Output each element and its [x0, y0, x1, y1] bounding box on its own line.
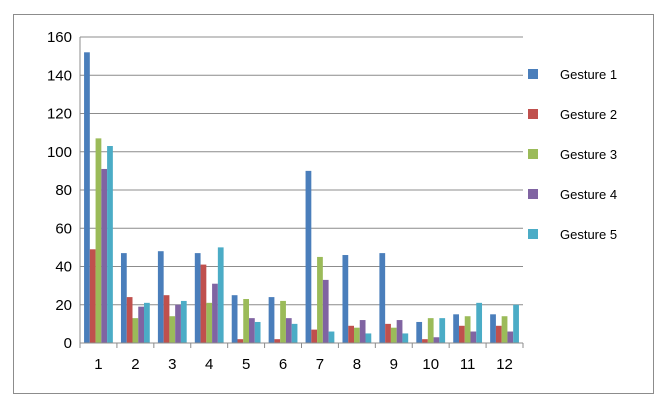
legend-swatch	[528, 229, 538, 239]
bar-gesture-5-cat-3	[180, 300, 187, 343]
legend-label: Gesture 3	[560, 147, 617, 162]
y-tick-label: 20	[55, 297, 72, 314]
y-tick-label: 0	[64, 335, 72, 352]
bar-gesture-2-cat-1	[89, 249, 96, 343]
bar-gesture-1-cat-2	[120, 253, 127, 343]
bar-gesture-1-cat-6	[268, 297, 275, 343]
bar-gesture-5-cat-7	[328, 331, 335, 343]
bar-gesture-3-cat-12	[501, 316, 508, 343]
x-tick-label: 5	[242, 356, 250, 373]
bar-gesture-3-cat-1	[95, 138, 102, 343]
bar-gesture-2-cat-11	[458, 325, 465, 343]
x-tick-label: 11	[460, 356, 476, 373]
bars	[84, 52, 519, 344]
bar-gesture-5-cat-11	[476, 302, 483, 343]
bar-gesture-2-cat-4	[200, 264, 207, 343]
bar-gesture-2-cat-12	[495, 325, 502, 343]
y-tick-label: 120	[47, 106, 72, 123]
legend-label: Gesture 4	[560, 187, 617, 202]
bar-gesture-4-cat-7	[322, 279, 329, 343]
x-tick-label: 4	[205, 356, 213, 373]
x-tick-label: 10	[422, 356, 439, 373]
y-tick-label: 80	[55, 182, 72, 199]
bar-gesture-4-cat-11	[470, 331, 477, 343]
bar-gesture-3-cat-10	[427, 318, 434, 343]
bar-gesture-5-cat-10	[439, 318, 446, 343]
bar-gesture-2-cat-3	[163, 295, 170, 343]
y-tick-label: 40	[55, 259, 72, 276]
bar-gesture-1-cat-5	[231, 295, 238, 343]
bar-gesture-4-cat-1	[101, 168, 108, 343]
bar-gesture-3-cat-11	[464, 316, 471, 343]
bar-gesture-1-cat-3	[157, 251, 164, 343]
bar-gesture-5-cat-1	[107, 146, 113, 343]
chart-frame: 0 20 40 60 80 100 120 140 160 1 2 3 4 5 6 7 8 9 10 11 12 Ges…	[13, 14, 654, 394]
bar-gesture-4-cat-5	[249, 318, 255, 343]
legend: Gesture 1 Gesture 2 Gesture 3 Gesture 4 Gest…	[528, 67, 617, 242]
bar-gesture-4-cat-8	[359, 320, 366, 343]
y-tick-label: 160	[47, 29, 72, 46]
bar-gesture-4-cat-3	[175, 304, 181, 343]
bar-gesture-1-cat-12	[490, 314, 496, 343]
y-tick-label: 60	[55, 220, 72, 237]
legend-swatch	[528, 69, 538, 79]
legend-swatch	[528, 189, 538, 199]
x-tick-label: 3	[168, 356, 176, 373]
bar-gesture-4-cat-10	[433, 337, 440, 343]
bar-gesture-1-cat-1	[84, 52, 90, 344]
bar-gesture-5-cat-6	[291, 323, 298, 343]
bar-gesture-3-cat-6	[280, 300, 286, 343]
y-tick-label: 100	[47, 144, 72, 161]
bar-gesture-2-cat-5	[237, 339, 244, 343]
x-tick-label: 6	[279, 356, 287, 373]
bar-gesture-4-cat-6	[285, 318, 292, 343]
bar-gesture-1-cat-7	[305, 170, 312, 343]
legend-label: Gesture 2	[560, 107, 617, 122]
bar-gesture-2-cat-10	[422, 339, 428, 343]
x-tick-label: 1	[94, 356, 102, 373]
bar-gesture-5-cat-9	[402, 333, 409, 343]
bar-gesture-3-cat-8	[353, 327, 360, 343]
bar-gesture-3-cat-7	[317, 256, 323, 343]
bar-gesture-2-cat-2	[126, 297, 133, 343]
bar-gesture-3-cat-3	[169, 316, 176, 343]
bar-gesture-5-cat-5	[254, 321, 261, 343]
bar-gesture-4-cat-9	[396, 320, 403, 343]
bar-gesture-1-cat-10	[416, 321, 423, 343]
bar-gesture-5-cat-4	[217, 247, 224, 343]
bar-gesture-5-cat-2	[144, 302, 150, 343]
legend-swatch	[528, 109, 538, 119]
bar-gesture-3-cat-5	[243, 299, 250, 343]
y-tick-label: 140	[47, 67, 72, 84]
x-tick-label: 2	[131, 356, 139, 373]
x-tick-label: 8	[353, 356, 361, 373]
bar-gesture-1-cat-11	[453, 314, 459, 343]
bar-gesture-4-cat-2	[138, 306, 145, 343]
legend-label: Gesture 5	[560, 227, 617, 242]
x-tick-label: 9	[390, 356, 398, 373]
bar-gesture-5-cat-12	[513, 304, 519, 343]
bar-gesture-3-cat-2	[132, 318, 139, 343]
bar-gesture-1-cat-8	[342, 255, 349, 343]
bar-gesture-3-cat-4	[206, 302, 213, 343]
bar-gesture-4-cat-4	[212, 283, 218, 343]
bar-gesture-5-cat-8	[365, 333, 372, 343]
bar-gesture-2-cat-6	[274, 339, 281, 343]
bar-gesture-2-cat-9	[385, 323, 391, 343]
legend-label: Gesture 1	[560, 67, 617, 82]
bar-gesture-1-cat-4	[194, 253, 201, 343]
legend-swatch	[528, 149, 538, 159]
bar-gesture-1-cat-9	[379, 253, 386, 343]
x-tick-label: 7	[316, 356, 324, 373]
bar-gesture-2-cat-7	[311, 329, 318, 343]
gridlines	[80, 36, 523, 306]
x-tick-label: 12	[496, 356, 513, 373]
bar-gesture-2-cat-8	[348, 325, 354, 343]
bar-gesture-3-cat-9	[390, 327, 397, 343]
bar-gesture-4-cat-12	[507, 331, 514, 343]
